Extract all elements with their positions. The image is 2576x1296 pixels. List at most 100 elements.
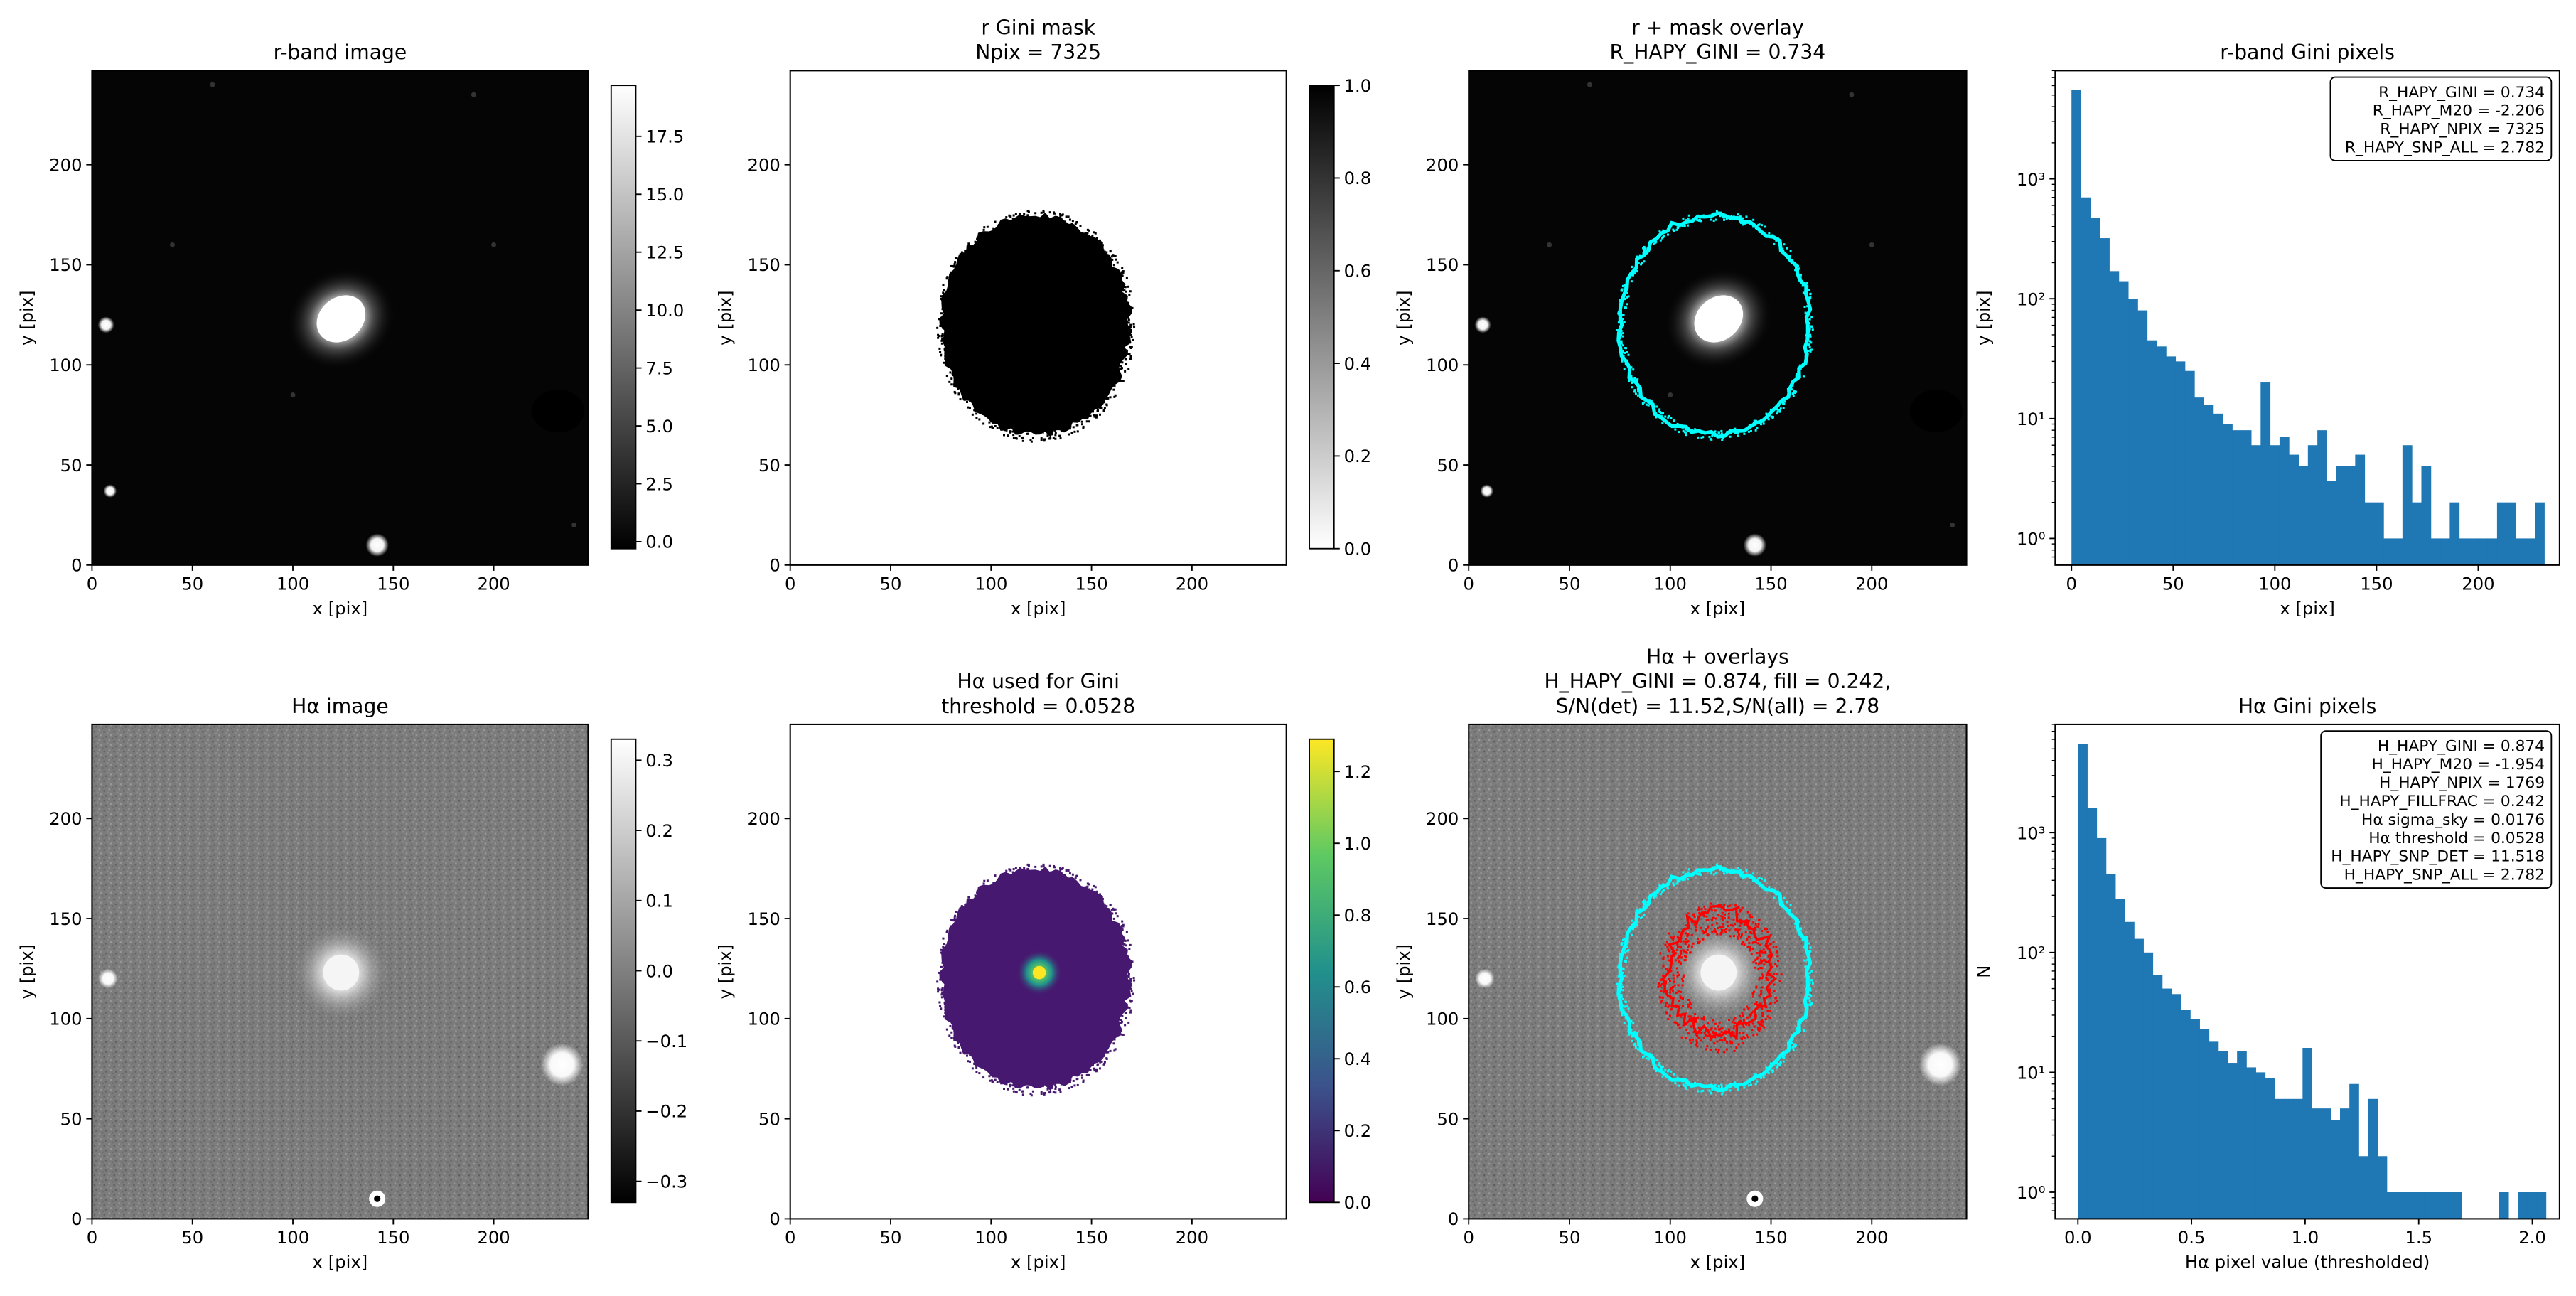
halpha-contour-point <box>1671 937 1674 940</box>
halpha-contour-point <box>1731 1030 1734 1033</box>
mask-edge-pixel <box>986 879 989 882</box>
halpha-contour-point <box>1745 1023 1748 1026</box>
mask-contour-point <box>1752 1076 1755 1078</box>
halpha-contour-point <box>1757 963 1760 966</box>
mask-edge-pixel <box>952 383 955 386</box>
mask-contour-point <box>1620 333 1623 336</box>
halpha-contour-point <box>1734 904 1737 907</box>
y-tick-label: 100 <box>49 1009 82 1029</box>
halpha-contour-point <box>1678 990 1681 993</box>
mask-edge-pixel <box>1105 251 1108 254</box>
halpha-contour-point <box>1731 1021 1734 1024</box>
halpha-contour-point <box>1747 1008 1750 1011</box>
mask-edge-pixel <box>1095 1069 1098 1071</box>
mask-contour-point <box>1617 975 1620 978</box>
mask-edge-pixel <box>1121 928 1124 931</box>
mask-contour-point <box>1702 1089 1705 1092</box>
halpha-contour-point <box>1679 961 1682 964</box>
halpha-contour-point <box>1742 1042 1744 1045</box>
mask-edge-pixel <box>948 1034 951 1037</box>
halpha-contour-point <box>1665 1002 1668 1005</box>
mask-edge-pixel <box>1019 869 1022 872</box>
mask-edge-pixel <box>1115 912 1117 915</box>
mask-contour-point <box>1661 237 1664 240</box>
mask-contour-point <box>1694 428 1697 431</box>
mask-edge-pixel <box>1108 916 1111 919</box>
mask-contour-point <box>1670 417 1673 419</box>
mask-contour-point <box>1618 967 1621 970</box>
mask-contour-point <box>1626 950 1628 953</box>
mask-contour-point <box>1681 426 1684 429</box>
mask-edge-pixel <box>1125 990 1127 993</box>
colorbar-tick-label: −0.1 <box>645 1031 687 1051</box>
mask-edge-pixel <box>1024 429 1027 432</box>
mask-contour-point <box>1625 359 1628 362</box>
halpha-contour-point <box>1712 1019 1714 1022</box>
halpha-contour-point <box>1748 941 1751 944</box>
halpha-contour-point <box>1746 911 1749 914</box>
halpha-contour-point <box>1742 1014 1744 1017</box>
mask-edge-pixel <box>1125 336 1127 339</box>
mask-contour-point <box>1649 901 1652 904</box>
mask-edge-pixel <box>946 968 949 971</box>
halpha-contour-point <box>1734 923 1737 926</box>
mask-contour-point <box>1659 411 1662 414</box>
mask-edge-pixel <box>1004 1082 1007 1085</box>
halpha-contour-point <box>1773 990 1776 992</box>
panel-title: r Gini mask <box>981 16 1095 40</box>
mask-edge-pixel <box>1123 943 1126 946</box>
mask-contour-point <box>1702 214 1705 217</box>
x-tick-label: 150 <box>1075 1227 1107 1248</box>
mask-edge-pixel <box>974 894 977 897</box>
mask-edge-pixel <box>1089 414 1092 417</box>
mask-edge-pixel <box>1120 927 1123 930</box>
mask-edge-pixel <box>1070 432 1073 434</box>
halpha-contour-point <box>1776 950 1778 953</box>
histogram-bar <box>2171 994 2181 1219</box>
mask-contour-point <box>1620 996 1623 999</box>
mask-contour-point <box>1745 215 1748 218</box>
mask-contour-point <box>1770 1069 1773 1072</box>
mask-edge-pixel <box>1095 1070 1098 1073</box>
mask-contour-point <box>1723 872 1726 875</box>
histogram-bar <box>2340 1108 2350 1219</box>
mask-contour-point <box>1646 399 1649 402</box>
mask-contour-point <box>1687 868 1690 871</box>
mask-contour-point <box>1626 296 1628 299</box>
histogram-bar <box>2134 938 2144 1219</box>
mask-edge-pixel <box>945 317 948 320</box>
halpha-contour-point <box>1693 916 1696 919</box>
mask-contour-point <box>1743 429 1746 432</box>
halpha-contour-point <box>1710 1049 1712 1051</box>
mask-edge-pixel <box>1021 437 1024 439</box>
mask-edge-pixel <box>1121 266 1124 269</box>
mask-edge-pixel <box>983 879 986 882</box>
mask-edge-pixel <box>969 1053 972 1056</box>
halpha-contour-point <box>1700 1032 1702 1034</box>
mask-contour-point <box>1692 872 1695 874</box>
mask-edge-pixel <box>969 400 972 402</box>
mask-edge-pixel <box>1127 318 1130 321</box>
mask-edge-pixel <box>1112 264 1115 267</box>
histogram-bar <box>2402 445 2413 565</box>
faint-source <box>1547 242 1552 247</box>
mask-edge-pixel <box>944 992 947 995</box>
mask-contour-point <box>1641 1056 1644 1059</box>
mask-edge-pixel <box>1059 215 1062 218</box>
halpha-contour-point <box>1697 1016 1700 1019</box>
mask-contour-point <box>1678 225 1681 227</box>
mask-edge-pixel <box>1065 869 1068 872</box>
mask-edge-pixel <box>1012 434 1015 437</box>
histogram-bar <box>2279 437 2290 565</box>
mask-edge-pixel <box>1084 232 1087 235</box>
x-tick-label: 50 <box>181 1227 203 1248</box>
halpha-contour-point <box>1678 1027 1681 1030</box>
mask-contour-point <box>1620 953 1623 956</box>
mask-edge-pixel <box>1068 433 1070 436</box>
halpha-contour-point <box>1709 1039 1712 1041</box>
mask-edge-pixel <box>1012 1087 1015 1090</box>
mask-contour-point <box>1650 400 1653 403</box>
mask-edge-pixel <box>941 991 944 994</box>
halpha-contour-point <box>1658 996 1661 999</box>
histogram-bar <box>2096 837 2107 1219</box>
